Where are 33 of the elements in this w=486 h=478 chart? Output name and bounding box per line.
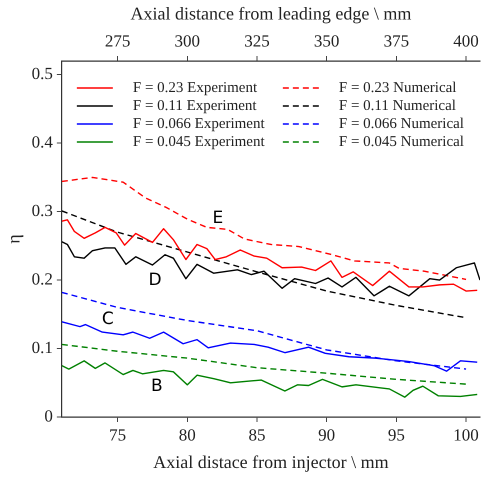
y-tick-label: 0.4 bbox=[32, 132, 54, 152]
x2-tick-label: 300 bbox=[174, 31, 200, 50]
y-tick-label: 0.5 bbox=[32, 64, 53, 84]
y-tick-label: 0.2 bbox=[32, 270, 53, 289]
x2-tick-label: 400 bbox=[453, 31, 479, 50]
x-tick-label: 90 bbox=[318, 426, 336, 445]
x-axis-title: Axial distace from injector \ mm bbox=[153, 452, 389, 472]
legend-label: F = 0.045 Experiment bbox=[132, 134, 266, 150]
legend-label: F = 0.11 Numerical bbox=[338, 98, 456, 114]
legend-label: F = 0.045 Numerical bbox=[338, 134, 464, 150]
x2-axis-title: Axial distance from leading edge \ mm bbox=[130, 4, 412, 24]
legend-label: F = 0.066 Numerical bbox=[338, 116, 464, 132]
x-tick-label: 75 bbox=[109, 426, 126, 445]
legend-label: F = 0.23 Experiment bbox=[132, 80, 258, 96]
annotation: C bbox=[102, 309, 114, 330]
legend-label: F = 0.23 Numerical bbox=[338, 80, 456, 96]
y-axis-title: η bbox=[4, 234, 24, 244]
x2-tick-label: 325 bbox=[244, 31, 270, 50]
annotation: B bbox=[150, 376, 163, 396]
annotation: D bbox=[148, 270, 162, 290]
x-tick-label: 95 bbox=[388, 426, 405, 445]
y-tick-label: 0 bbox=[44, 406, 53, 426]
x2-tick-label: 275 bbox=[104, 31, 130, 50]
x-tick-label: 100 bbox=[453, 426, 479, 445]
x2-tick-label: 375 bbox=[384, 31, 410, 50]
y-tick-label: 0.3 bbox=[32, 201, 53, 220]
y-tick-label: 0.1 bbox=[32, 338, 53, 358]
annotation: E bbox=[212, 208, 224, 228]
legend-label: F = 0.066 Experiment bbox=[132, 116, 266, 132]
x-tick-label: 80 bbox=[178, 426, 196, 445]
x2-tick-label: 350 bbox=[314, 31, 340, 50]
legend-label: F = 0.11 Experiment bbox=[132, 98, 258, 114]
x-tick-label: 85 bbox=[248, 426, 266, 445]
